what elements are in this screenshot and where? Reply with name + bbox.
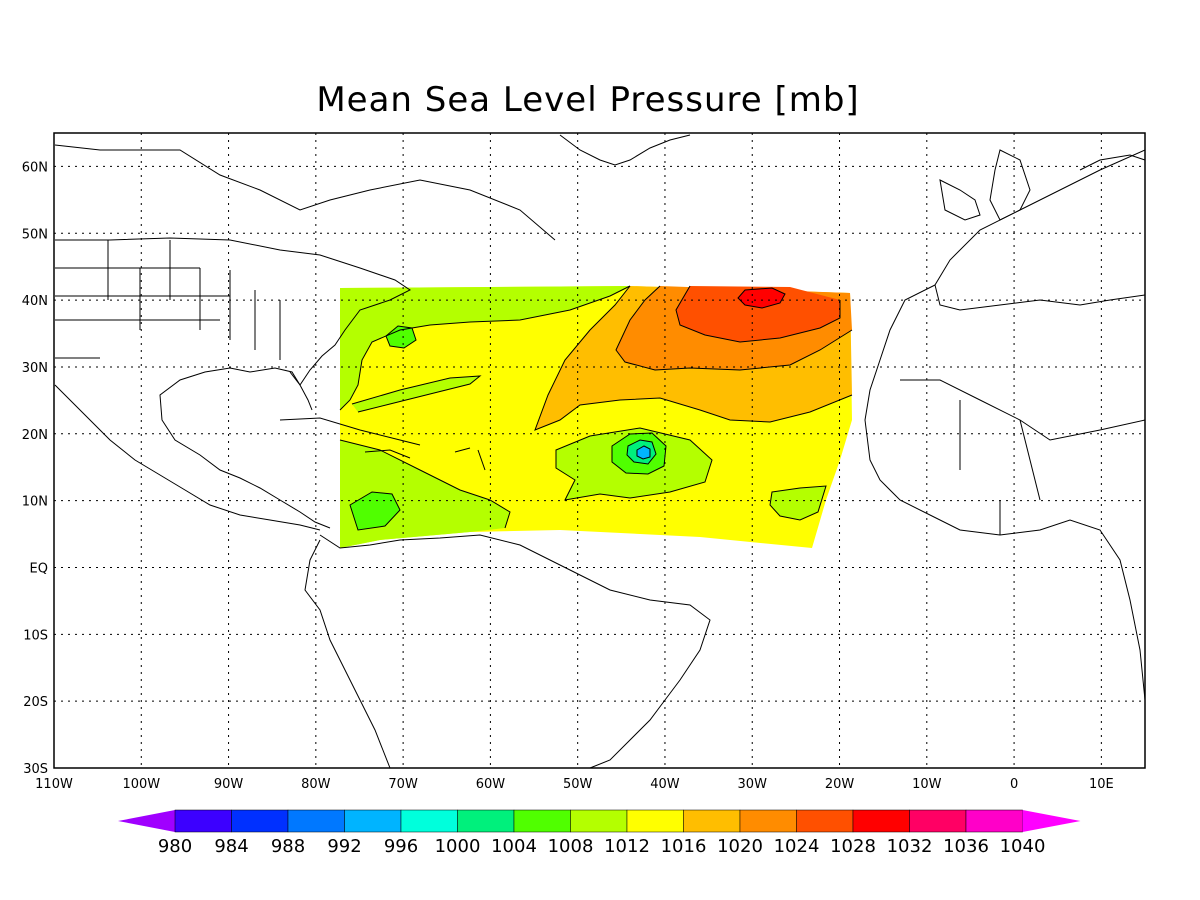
longitude-label: 40W	[650, 777, 680, 792]
longitude-label: 20W	[825, 777, 855, 792]
colorbar-swatch	[909, 809, 967, 833]
map-frame	[53, 132, 1146, 769]
latitude-label: 20S	[23, 695, 48, 710]
colorbar-label: 980	[158, 836, 192, 857]
colorbar-label: 1032	[887, 836, 933, 857]
colorbar-swatch	[174, 809, 232, 833]
lat-lon-grid	[54, 133, 1145, 768]
longitude-label: 110W	[35, 777, 73, 792]
colorbar-swatch	[287, 809, 345, 833]
colorbar-label: 1016	[661, 836, 707, 857]
colorbar-swatch	[570, 809, 628, 833]
longitude-label: 0	[1010, 777, 1018, 792]
colorbar-swatch	[852, 809, 910, 833]
colorbar-min-arrow	[118, 810, 175, 832]
longitude-label: 70W	[388, 777, 418, 792]
colorbar-max-arrow	[1022, 810, 1081, 832]
field-996-1000-storm	[637, 446, 650, 459]
longitude-label: 100W	[122, 777, 160, 792]
field-1028-1032	[738, 288, 785, 308]
colorbar-swatch	[231, 809, 289, 833]
colorbar-label: 1028	[830, 836, 876, 857]
colorbar-label: 988	[271, 836, 305, 857]
latitude-labels: 60N 50N 40N 30N 20N 10N EQ 10S 20S 30S	[22, 160, 48, 777]
pressure-contours	[339, 285, 853, 531]
colorbar-swatch	[400, 809, 458, 833]
colorbar: 980 984 988 992 996 1000 1004 1008 1012 1016 1020 1…	[118, 809, 1081, 857]
colorbar-swatch	[626, 809, 684, 833]
latitude-label: 60N	[22, 160, 48, 175]
colorbar-swatch	[683, 809, 741, 833]
longitude-label: 80W	[301, 777, 331, 792]
colorbar-swatch	[739, 809, 797, 833]
colorbar-label: 1024	[774, 836, 820, 857]
colorbar-swatch	[513, 809, 571, 833]
longitude-label: 30W	[738, 777, 768, 792]
longitude-label: 10E	[1089, 777, 1114, 792]
pressure-field	[340, 286, 852, 548]
longitude-label: 10W	[912, 777, 942, 792]
colorbar-label: 1004	[491, 836, 537, 857]
colorbar-swatch	[344, 809, 402, 833]
field-1008-1012-east	[770, 486, 826, 520]
latitude-label: 50N	[22, 227, 48, 242]
colorbar-label: 1012	[604, 836, 650, 857]
latitude-label: 30S	[23, 762, 48, 777]
latitude-label: 10N	[22, 495, 48, 510]
longitude-label: 60W	[476, 777, 506, 792]
field-1008-1012-north	[340, 286, 630, 410]
colorbar-label: 1000	[435, 836, 481, 857]
field-1024-1028	[676, 286, 840, 342]
latitude-label: 30N	[22, 361, 48, 376]
colorbar-label: 1008	[548, 836, 594, 857]
longitude-label: 50W	[563, 777, 593, 792]
coastlines	[54, 134, 1146, 769]
latitude-label: 40N	[22, 294, 48, 309]
field-1004-1008-north	[386, 326, 416, 348]
field-1004-1008-south	[350, 492, 400, 530]
colorbar-swatch	[457, 809, 515, 833]
map-title: Mean Sea Level Pressure [mb]	[316, 80, 860, 120]
longitude-labels: 110W 100W 90W 80W 70W 60W 50W 40W 30W 20W 10W 0 10E	[35, 777, 1114, 792]
latitude-label: 20N	[22, 428, 48, 443]
colorbar-swatch	[965, 809, 1023, 833]
colorbar-label: 1036	[943, 836, 989, 857]
colorbar-swatch	[796, 809, 854, 833]
longitude-label: 90W	[214, 777, 244, 792]
field-1008-1012-arm	[352, 376, 480, 412]
latitude-label: EQ	[30, 561, 48, 576]
colorbar-label: 992	[327, 836, 361, 857]
colorbar-label: 996	[384, 836, 418, 857]
colorbar-label: 1020	[717, 836, 763, 857]
colorbar-label: 1040	[1000, 836, 1046, 857]
colorbar-label: 984	[214, 836, 248, 857]
latitude-label: 10S	[23, 628, 48, 643]
